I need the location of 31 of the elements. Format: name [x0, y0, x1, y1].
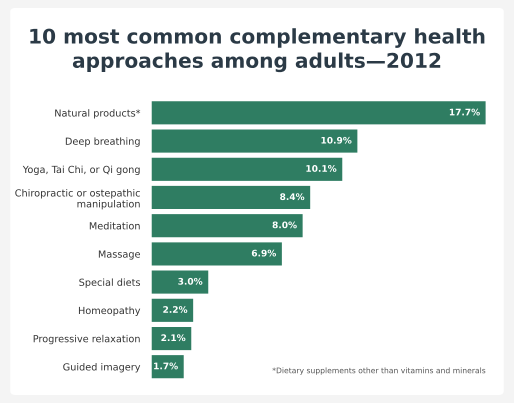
bar	[152, 101, 486, 124]
bar	[152, 298, 194, 322]
data-label: 8.4%	[280, 193, 304, 200]
bar	[152, 158, 342, 181]
data-label: 8.0%	[272, 221, 297, 228]
y-tick-label: Chiropractic or ostepathic manipulation	[15, 189, 140, 210]
bar	[152, 326, 192, 350]
data-label: 1.7%	[154, 362, 178, 370]
bar	[152, 270, 208, 294]
y-tick-label: Yoga, Tai Chi, or Qi gong	[22, 166, 140, 175]
y-tick-label: Guided imagery	[63, 363, 140, 372]
chart-title: 10 most common complementary health approaches among adults—2012	[30, 28, 484, 72]
data-label: 10.9%	[322, 136, 352, 144]
y-tick-label: Deep breathing	[66, 137, 140, 147]
data-label: 10.1%	[306, 165, 336, 172]
data-label: 6.9%	[252, 250, 276, 257]
data-label: 3.0%	[178, 278, 202, 285]
y-tick-label: Massage	[98, 250, 140, 260]
bar	[152, 214, 303, 238]
bar	[152, 186, 310, 210]
data-label: 2.2%	[163, 306, 188, 313]
data-label: 2.1%	[161, 334, 186, 342]
y-tick-label: Homeopathy	[78, 306, 140, 316]
bar	[152, 242, 282, 266]
y-tick-label: Special diets	[79, 278, 140, 288]
y-tick-label: Natural products*	[55, 109, 140, 119]
y-tick-label: Meditation	[90, 222, 140, 230]
bar	[152, 355, 184, 378]
y-tick-label: Progressive relaxation	[34, 334, 140, 344]
bar	[152, 129, 358, 153]
data-label: 17.7%	[450, 108, 480, 116]
